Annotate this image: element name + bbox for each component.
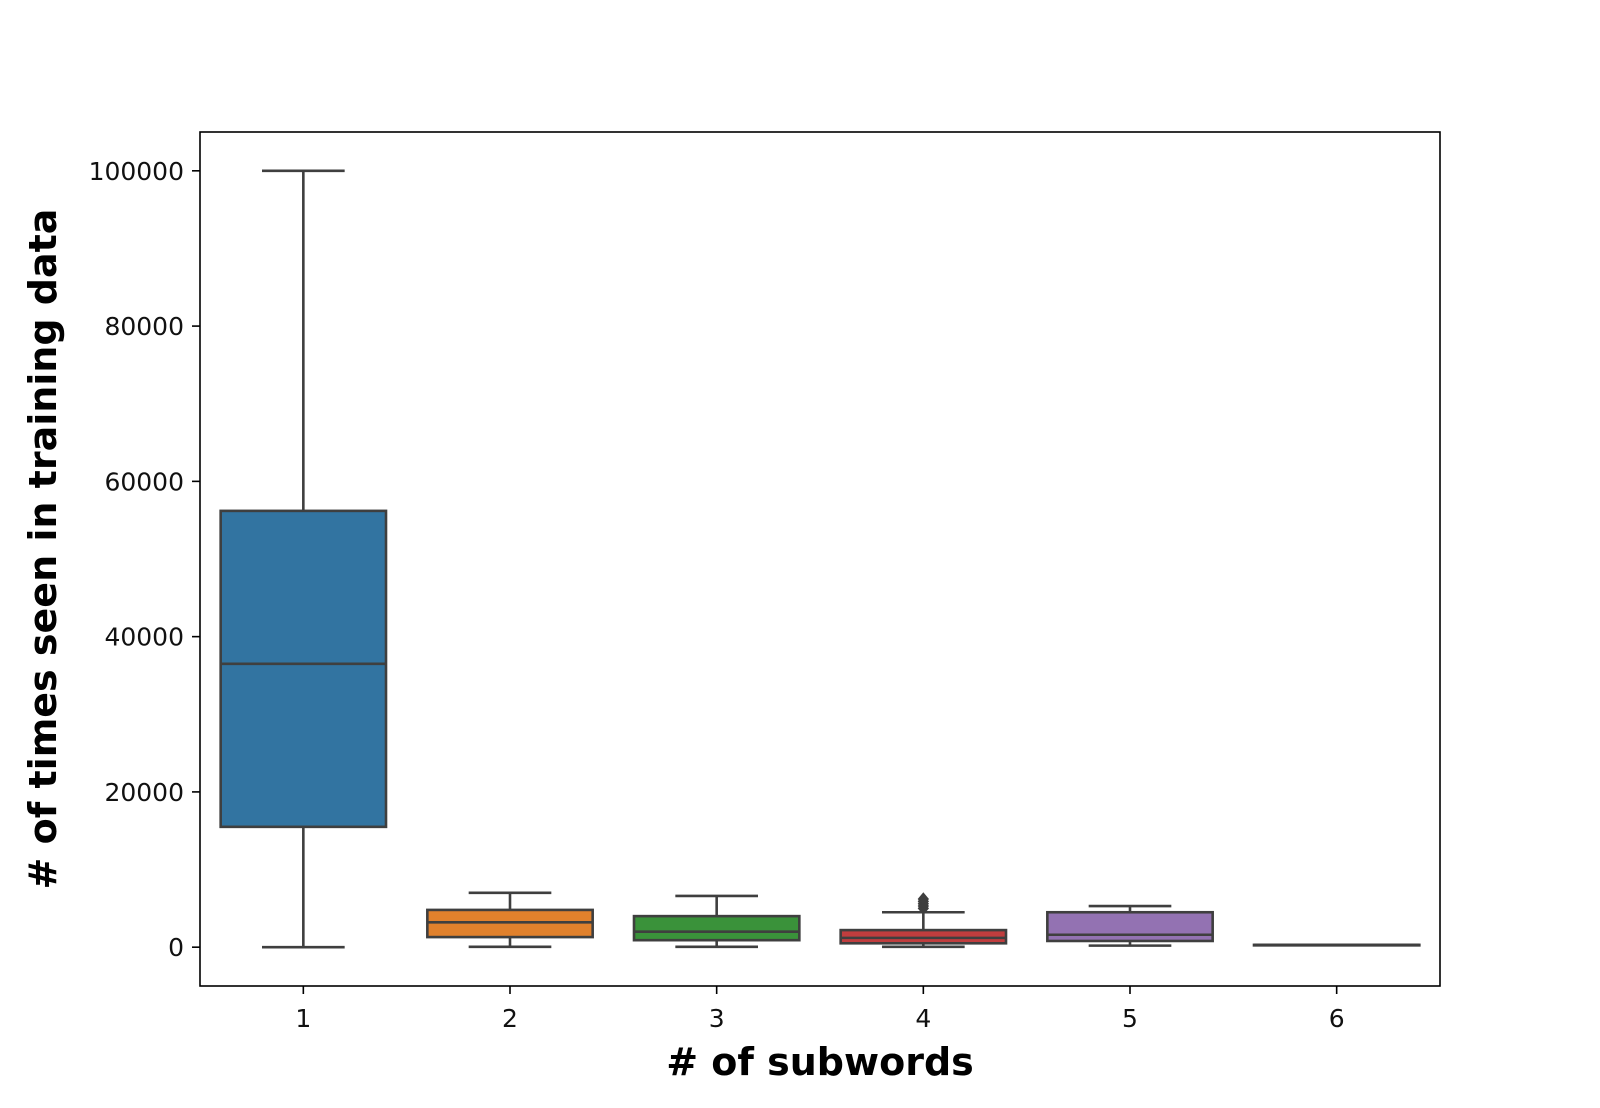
x-tick-label-1: 2	[502, 1004, 518, 1033]
y-tick-label-3: 60000	[104, 467, 184, 496]
x-tick-label-3: 4	[915, 1004, 931, 1033]
box-group-4	[839, 892, 1008, 949]
box-1	[219, 509, 388, 829]
y-tick-label-0: 0	[168, 933, 184, 962]
x-axis-title: # of subwords	[666, 1040, 974, 1084]
y-tick-label-1: 20000	[104, 778, 184, 807]
box-group-6	[1252, 943, 1421, 947]
box-group-2	[426, 891, 594, 949]
y-tick-label-2: 40000	[104, 623, 184, 652]
plot-marks	[219, 169, 1421, 949]
box-5	[1046, 910, 1214, 943]
x-tick-label-2: 3	[709, 1004, 725, 1033]
box-group-1	[219, 169, 388, 949]
x-tick-label-4: 5	[1122, 1004, 1138, 1033]
y-axis-title: # of times seen in training data	[21, 209, 65, 890]
y-tick-label-5: 100000	[89, 157, 184, 186]
box-group-5	[1046, 904, 1214, 947]
x-tick-label-5: 6	[1329, 1004, 1345, 1033]
x-tick-label-0: 1	[295, 1004, 311, 1033]
axes: 0 20000 40000 60000 80000 100000 1 2 3 4 5 6	[89, 157, 1345, 1033]
box-3	[632, 914, 801, 942]
box-group-3	[632, 894, 801, 949]
outlier-4-4	[917, 892, 929, 906]
plot-frame	[199, 131, 1441, 987]
y-tick-label-4: 80000	[104, 312, 184, 341]
